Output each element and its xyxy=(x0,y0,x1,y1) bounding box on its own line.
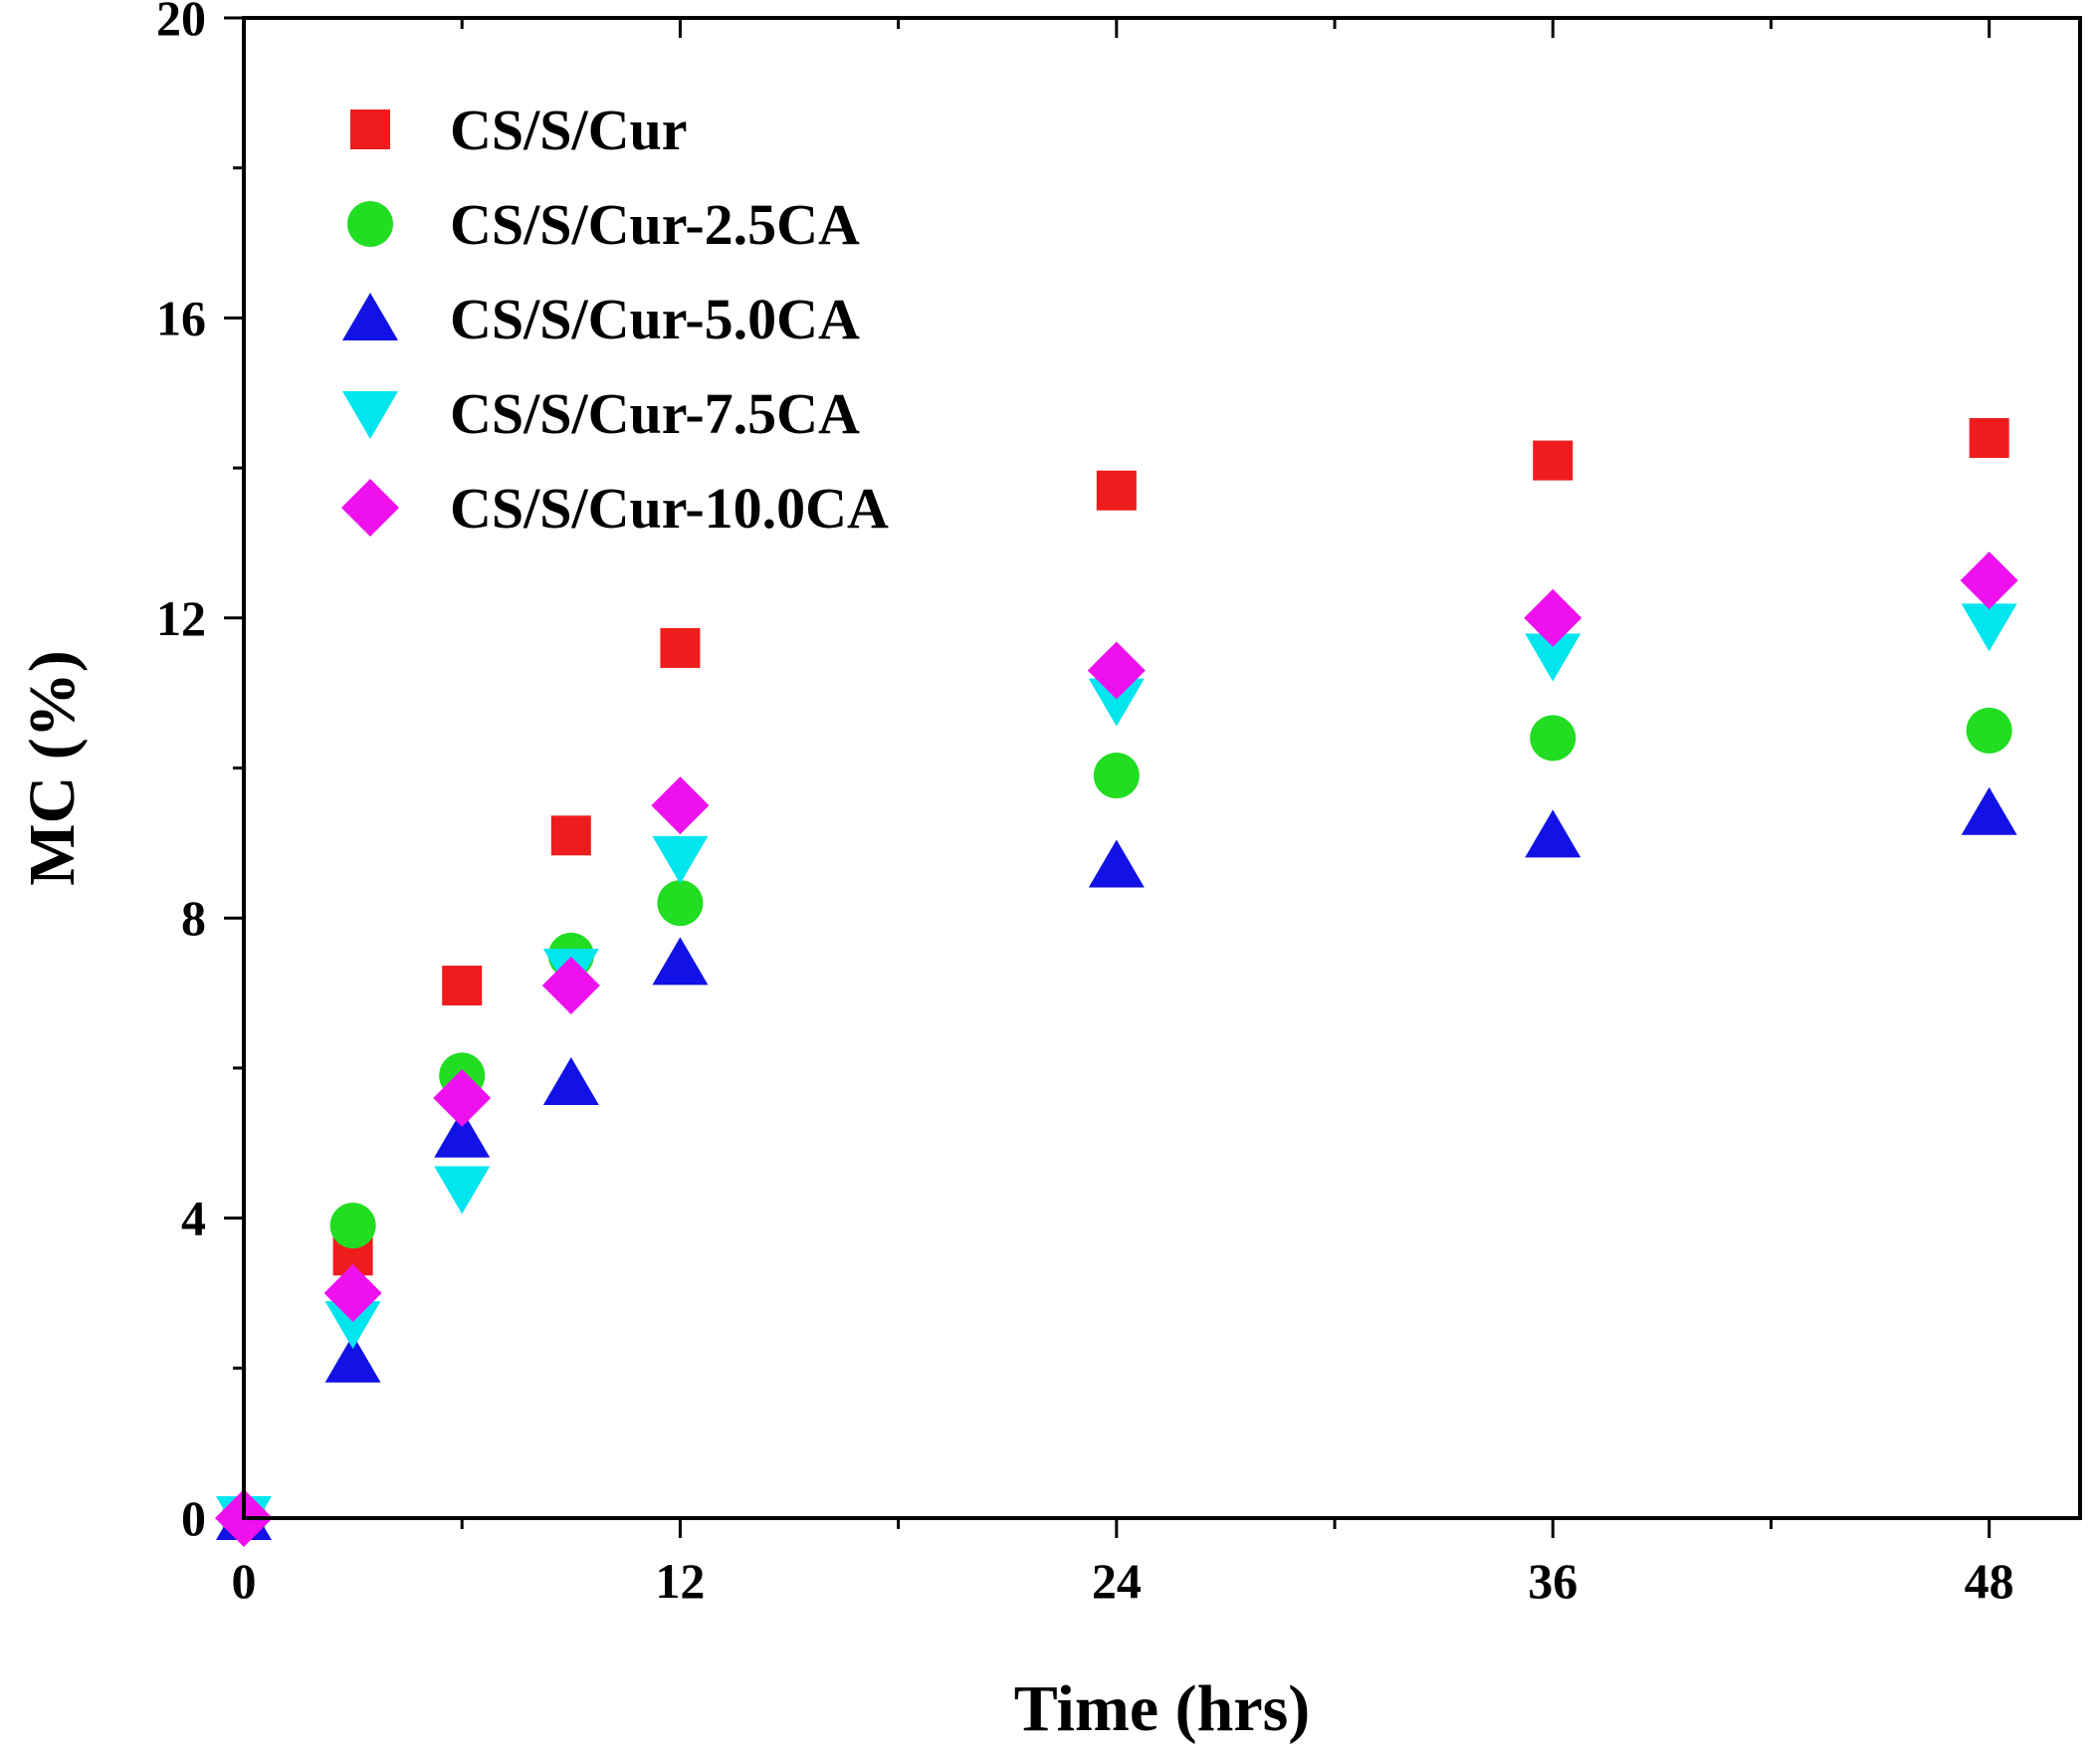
data-point xyxy=(434,1166,491,1214)
data-point xyxy=(1088,839,1145,888)
data-point xyxy=(1093,753,1140,799)
data-point xyxy=(1961,786,2017,835)
legend-marker xyxy=(347,201,393,247)
x-tick-label: 24 xyxy=(1092,1553,1142,1609)
y-tick-label: 12 xyxy=(156,590,206,646)
y-tick-label: 16 xyxy=(156,290,206,345)
legend-label: CS/S/Cur-10.0CA xyxy=(450,476,889,541)
series-0 xyxy=(224,417,2009,1538)
legend-label: CS/S/Cur-7.5CA xyxy=(450,381,860,446)
series-4 xyxy=(215,551,2018,1547)
data-point xyxy=(1087,641,1146,700)
data-point xyxy=(1961,603,2017,652)
y-tick-label: 4 xyxy=(181,1191,206,1246)
data-point xyxy=(1530,715,1576,762)
data-point xyxy=(651,776,710,835)
data-point xyxy=(323,1263,382,1322)
series-2 xyxy=(216,786,2017,1540)
plot-frame xyxy=(242,16,2082,1520)
x-tick-label: 0 xyxy=(232,1553,257,1609)
data-points xyxy=(215,417,2018,1547)
legend-marker xyxy=(342,391,398,439)
legend-item: CS/S/Cur-5.0CA xyxy=(342,287,860,351)
x-tick-label: 36 xyxy=(1528,1553,1577,1609)
data-point xyxy=(1969,417,2009,458)
data-point xyxy=(434,1109,491,1158)
y-tick-label: 0 xyxy=(181,1490,206,1546)
legend: CS/S/Cur CS/S/Cur-2.5CA CS/S/Cur-5.0CA CS/S… xyxy=(341,98,889,541)
series-3 xyxy=(216,603,2017,1544)
data-point xyxy=(652,835,709,884)
y-axis-title: MC (%) xyxy=(16,650,89,885)
x-tick-label: 48 xyxy=(1965,1553,2014,1609)
x-axis-title: Time (hrs) xyxy=(1014,1672,1311,1745)
data-point xyxy=(550,815,591,856)
legend-item: CS/S/Cur-10.0CA xyxy=(341,476,889,541)
legend-item: CS/S/Cur-2.5CA xyxy=(347,192,860,257)
data-point xyxy=(1088,678,1145,727)
legend-marker xyxy=(342,293,398,340)
data-point xyxy=(324,1301,381,1350)
y-tick-label: 8 xyxy=(181,890,206,946)
data-point xyxy=(1533,440,1574,481)
data-point xyxy=(657,880,704,927)
data-point xyxy=(652,937,709,986)
legend-item: CS/S/Cur-7.5CA xyxy=(342,381,860,446)
data-point xyxy=(660,627,701,668)
data-point xyxy=(1524,588,1582,647)
legend-label: CS/S/Cur xyxy=(450,98,688,162)
data-point xyxy=(1525,809,1581,858)
legend-label: CS/S/Cur-5.0CA xyxy=(450,287,860,351)
x-tick-label: 12 xyxy=(655,1553,705,1609)
data-point xyxy=(324,1334,381,1383)
data-point xyxy=(1966,707,2012,754)
series-1 xyxy=(221,707,2012,1541)
data-point xyxy=(433,1069,492,1128)
data-point xyxy=(329,1203,376,1249)
data-point xyxy=(1960,551,2018,610)
data-point xyxy=(541,957,600,1015)
data-point xyxy=(1096,470,1137,511)
data-point xyxy=(442,966,483,1006)
legend-marker xyxy=(350,110,390,149)
legend-label: CS/S/Cur-2.5CA xyxy=(450,192,860,257)
legend-marker xyxy=(341,479,399,537)
data-point xyxy=(542,1056,599,1105)
data-point xyxy=(1525,633,1581,682)
y-tick-label: 20 xyxy=(156,0,206,46)
legend-item: CS/S/Cur xyxy=(350,98,688,162)
